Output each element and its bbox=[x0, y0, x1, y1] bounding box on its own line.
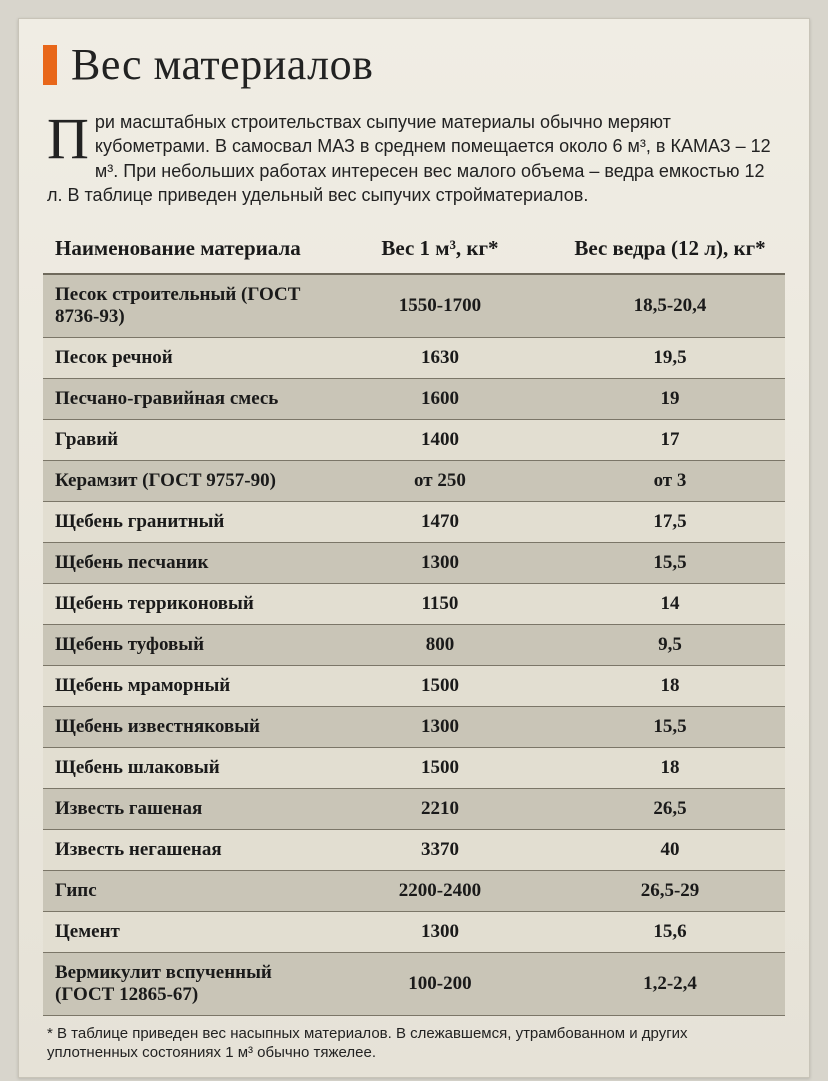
cell-material: Щебень мраморный bbox=[43, 666, 325, 707]
cell-material: Песок речной bbox=[43, 338, 325, 379]
cell-weight-m3: 800 bbox=[325, 625, 555, 666]
cell-weight-bucket: 15,5 bbox=[555, 543, 785, 584]
table-row: Гипс2200-240026,5-29 bbox=[43, 871, 785, 912]
cell-material: Цемент bbox=[43, 912, 325, 953]
cell-weight-bucket: 9,5 bbox=[555, 625, 785, 666]
table-row: Щебень туфовый8009,5 bbox=[43, 625, 785, 666]
cell-material: Щебень терриконовый bbox=[43, 584, 325, 625]
cell-weight-m3: 100-200 bbox=[325, 953, 555, 1016]
cell-material: Щебень гранитный bbox=[43, 502, 325, 543]
cell-weight-bucket: 17,5 bbox=[555, 502, 785, 543]
table-row: Щебень известняковый130015,5 bbox=[43, 707, 785, 748]
intro-text: ри масштабных строительствах сыпучие мат… bbox=[47, 112, 771, 205]
cell-weight-m3: 3370 bbox=[325, 830, 555, 871]
table-row: Песок строительный (ГОСТ 8736-93)1550-17… bbox=[43, 274, 785, 337]
info-card: Вес материалов П ри масштабных строитель… bbox=[18, 18, 810, 1078]
table-row: Песчано-гравийная смесь160019 bbox=[43, 379, 785, 420]
cell-weight-bucket: 1,2-2,4 bbox=[555, 953, 785, 1016]
cell-material: Песок строительный (ГОСТ 8736-93) bbox=[43, 274, 325, 337]
dropcap: П bbox=[47, 110, 95, 162]
table-row: Щебень гранитный147017,5 bbox=[43, 502, 785, 543]
cell-weight-bucket: 18,5-20,4 bbox=[555, 274, 785, 337]
table-row: Гравий140017 bbox=[43, 420, 785, 461]
cell-weight-m3: 1500 bbox=[325, 666, 555, 707]
cell-material: Гравий bbox=[43, 420, 325, 461]
table-row: Щебень мраморный150018 bbox=[43, 666, 785, 707]
cell-weight-bucket: от 3 bbox=[555, 461, 785, 502]
cell-weight-bucket: 14 bbox=[555, 584, 785, 625]
page-title: Вес материалов bbox=[71, 39, 373, 90]
cell-weight-m3: от 250 bbox=[325, 461, 555, 502]
cell-weight-bucket: 17 bbox=[555, 420, 785, 461]
footnote: * В таблице приведен вес насыпных матери… bbox=[43, 1016, 785, 1063]
cell-weight-bucket: 18 bbox=[555, 748, 785, 789]
table-row: Щебень терриконовый115014 bbox=[43, 584, 785, 625]
cell-weight-m3: 1400 bbox=[325, 420, 555, 461]
intro-paragraph: П ри масштабных строительствах сыпучие м… bbox=[43, 104, 785, 225]
cell-weight-m3: 1600 bbox=[325, 379, 555, 420]
cell-material: Щебень шлаковый bbox=[43, 748, 325, 789]
accent-bar bbox=[43, 45, 57, 85]
table-row: Щебень песчаник130015,5 bbox=[43, 543, 785, 584]
cell-material: Вермикулит вспученный (ГОСТ 12865-67) bbox=[43, 953, 325, 1016]
cell-material: Песчано-гравийная смесь bbox=[43, 379, 325, 420]
table-body: Песок строительный (ГОСТ 8736-93)1550-17… bbox=[43, 274, 785, 1015]
table-row: Известь гашеная221026,5 bbox=[43, 789, 785, 830]
cell-material: Известь негашеная bbox=[43, 830, 325, 871]
cell-weight-m3: 1630 bbox=[325, 338, 555, 379]
col-header-name: Наименование материала bbox=[43, 225, 325, 274]
cell-weight-m3: 1300 bbox=[325, 707, 555, 748]
cell-material: Керамзит (ГОСТ 9757-90) bbox=[43, 461, 325, 502]
cell-material: Щебень песчаник bbox=[43, 543, 325, 584]
cell-weight-m3: 1470 bbox=[325, 502, 555, 543]
col-header-weight-m3: Вес 1 м³, кг* bbox=[325, 225, 555, 274]
title-row: Вес материалов bbox=[43, 39, 785, 90]
cell-weight-bucket: 26,5-29 bbox=[555, 871, 785, 912]
cell-weight-bucket: 18 bbox=[555, 666, 785, 707]
cell-material: Щебень известняковый bbox=[43, 707, 325, 748]
table-row: Известь негашеная337040 bbox=[43, 830, 785, 871]
table-row: Щебень шлаковый150018 bbox=[43, 748, 785, 789]
table-head: Наименование материала Вес 1 м³, кг* Вес… bbox=[43, 225, 785, 274]
table-row: Керамзит (ГОСТ 9757-90)от 250от 3 bbox=[43, 461, 785, 502]
cell-weight-bucket: 15,6 bbox=[555, 912, 785, 953]
cell-weight-m3: 2210 bbox=[325, 789, 555, 830]
cell-material: Гипс bbox=[43, 871, 325, 912]
cell-material: Известь гашеная bbox=[43, 789, 325, 830]
cell-weight-m3: 1300 bbox=[325, 912, 555, 953]
cell-weight-bucket: 15,5 bbox=[555, 707, 785, 748]
materials-table: Наименование материала Вес 1 м³, кг* Вес… bbox=[43, 225, 785, 1016]
cell-weight-m3: 2200-2400 bbox=[325, 871, 555, 912]
table-row: Песок речной163019,5 bbox=[43, 338, 785, 379]
col-header-weight-bucket: Вес ведра (12 л), кг* bbox=[555, 225, 785, 274]
cell-weight-bucket: 26,5 bbox=[555, 789, 785, 830]
cell-weight-bucket: 40 bbox=[555, 830, 785, 871]
cell-weight-m3: 1550-1700 bbox=[325, 274, 555, 337]
table-row: Цемент130015,6 bbox=[43, 912, 785, 953]
cell-weight-m3: 1500 bbox=[325, 748, 555, 789]
table-row: Вермикулит вспученный (ГОСТ 12865-67)100… bbox=[43, 953, 785, 1016]
cell-material: Щебень туфовый bbox=[43, 625, 325, 666]
cell-weight-m3: 1150 bbox=[325, 584, 555, 625]
cell-weight-m3: 1300 bbox=[325, 543, 555, 584]
cell-weight-bucket: 19,5 bbox=[555, 338, 785, 379]
cell-weight-bucket: 19 bbox=[555, 379, 785, 420]
